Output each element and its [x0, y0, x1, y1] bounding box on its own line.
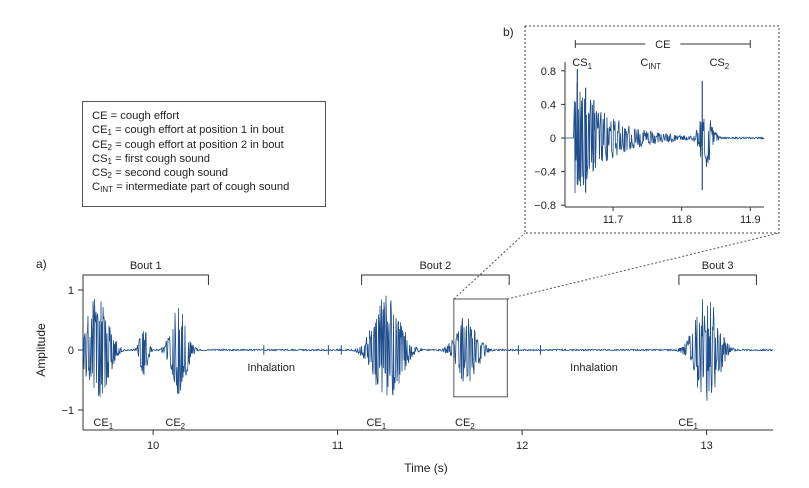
panel-b-signal [565, 82, 765, 194]
legend-subscript: 2 [107, 142, 112, 152]
b-y-tick-label: 0 [550, 133, 556, 145]
legend-entry: CE1 = cough effort at position 1 in bout [92, 123, 325, 137]
b-y-tick-label: −0.8 [534, 200, 556, 212]
x-tick-label: 13 [700, 440, 712, 452]
legend-definition: = cough effort [107, 110, 180, 122]
effort-label: CE2 [165, 417, 185, 431]
panel-b-label: b) [503, 25, 514, 39]
panel-b-labels: CE CS1 CINT CS2 [572, 39, 751, 71]
legend-entry: CINT = intermediate part of cough sound [92, 180, 325, 194]
effort-label: CE2 [455, 417, 475, 431]
bout-label: Bout 3 [702, 260, 734, 272]
legend-subscript: 1 [107, 156, 112, 166]
segment-label: CINT [640, 57, 661, 71]
legend-term: CS [92, 167, 108, 180]
panel-a-labels: CE1 CE2 CE1 CE2 CE1 Inhalation Inhalation [93, 362, 698, 431]
bout-label: Bout 2 [419, 260, 451, 272]
legend-definition: = first cough sound [112, 152, 210, 165]
legend-entry: CE = cough effort [92, 109, 325, 123]
x-tick-label: 12 [516, 440, 528, 452]
panel-a-axes: 10 11 12 13 −1 0 1 [61, 280, 773, 452]
legend-definition: = second cough sound [112, 167, 229, 180]
legend-entry: CE2 = cough effort at position 2 in bout [92, 138, 325, 152]
legend-entry: CS1 = first cough sound [92, 152, 325, 166]
legend-entry: CS2 = second cough sound [92, 166, 325, 180]
zoom-connectors [453, 232, 780, 398]
legend-box: CE = cough effort CE1 = cough effort at p… [82, 101, 326, 207]
y-tick-label: 1 [68, 285, 74, 297]
b-y-tick-label: 0.4 [541, 99, 556, 111]
panel-a-signal [82, 295, 774, 401]
inhalation-label: Inhalation [247, 362, 295, 374]
legend-term: CE [92, 124, 108, 137]
y-tick-label: −1 [61, 405, 74, 417]
legend-definition: = cough effort at position 2 in bout [112, 138, 284, 151]
inhalation-label: Inhalation [570, 362, 618, 374]
panel-a-waveform [82, 295, 774, 401]
effort-label: CE1 [93, 417, 113, 431]
b-x-tick-label: 11.9 [740, 214, 761, 226]
legend-term: C [92, 181, 101, 194]
bout-bracket [82, 274, 209, 285]
legend-subscript: INT [100, 185, 113, 195]
bout-bracket [678, 274, 757, 285]
y-tick-label: 0 [68, 345, 74, 357]
panel-a-y-axis-label: Amplitude [34, 323, 48, 377]
bout-label: Bout 1 [130, 260, 162, 272]
panel-b-axes: 11.7 11.8 11.9 0.8 0.4 0 −0.4 −0.8 [534, 62, 764, 226]
legend-subscript: 2 [107, 171, 112, 181]
x-tick-label: 11 [332, 440, 343, 452]
legend-definition: = cough effort at position 1 in bout [112, 124, 284, 137]
legend-subscript: 1 [107, 128, 112, 138]
legend-term: CE [92, 138, 108, 151]
x-tick-label: 10 [147, 440, 159, 452]
b-x-tick-label: 11.7 [603, 214, 624, 226]
panel-b-border [524, 25, 780, 234]
zoom-window-box [453, 298, 508, 398]
panel-a-label: a) [36, 257, 47, 271]
zoom-connector-left [453, 232, 526, 300]
legend-term: CS [92, 152, 108, 165]
segment-label: CS2 [710, 57, 730, 71]
effort-label: CE1 [366, 417, 386, 431]
legend-definition: = intermediate part of cough sound [112, 181, 290, 194]
panel-b-waveform [565, 69, 765, 194]
panel-a-bout-brackets: Bout 1 Bout 2 Bout 3 [82, 260, 757, 285]
b-x-tick-label: 11.8 [671, 214, 692, 226]
segment-label: CS1 [572, 57, 592, 71]
effort-label: CE1 [678, 417, 698, 431]
bout-bracket [361, 274, 510, 285]
legend-term: CE [92, 110, 108, 122]
b-y-tick-label: −0.4 [534, 167, 556, 179]
ce-bracket-label: CE [655, 39, 670, 51]
b-y-tick-label: 0.8 [541, 66, 556, 78]
panel-a-x-axis-label: Time (s) [404, 461, 448, 475]
zoom-connector-right [507, 232, 780, 300]
